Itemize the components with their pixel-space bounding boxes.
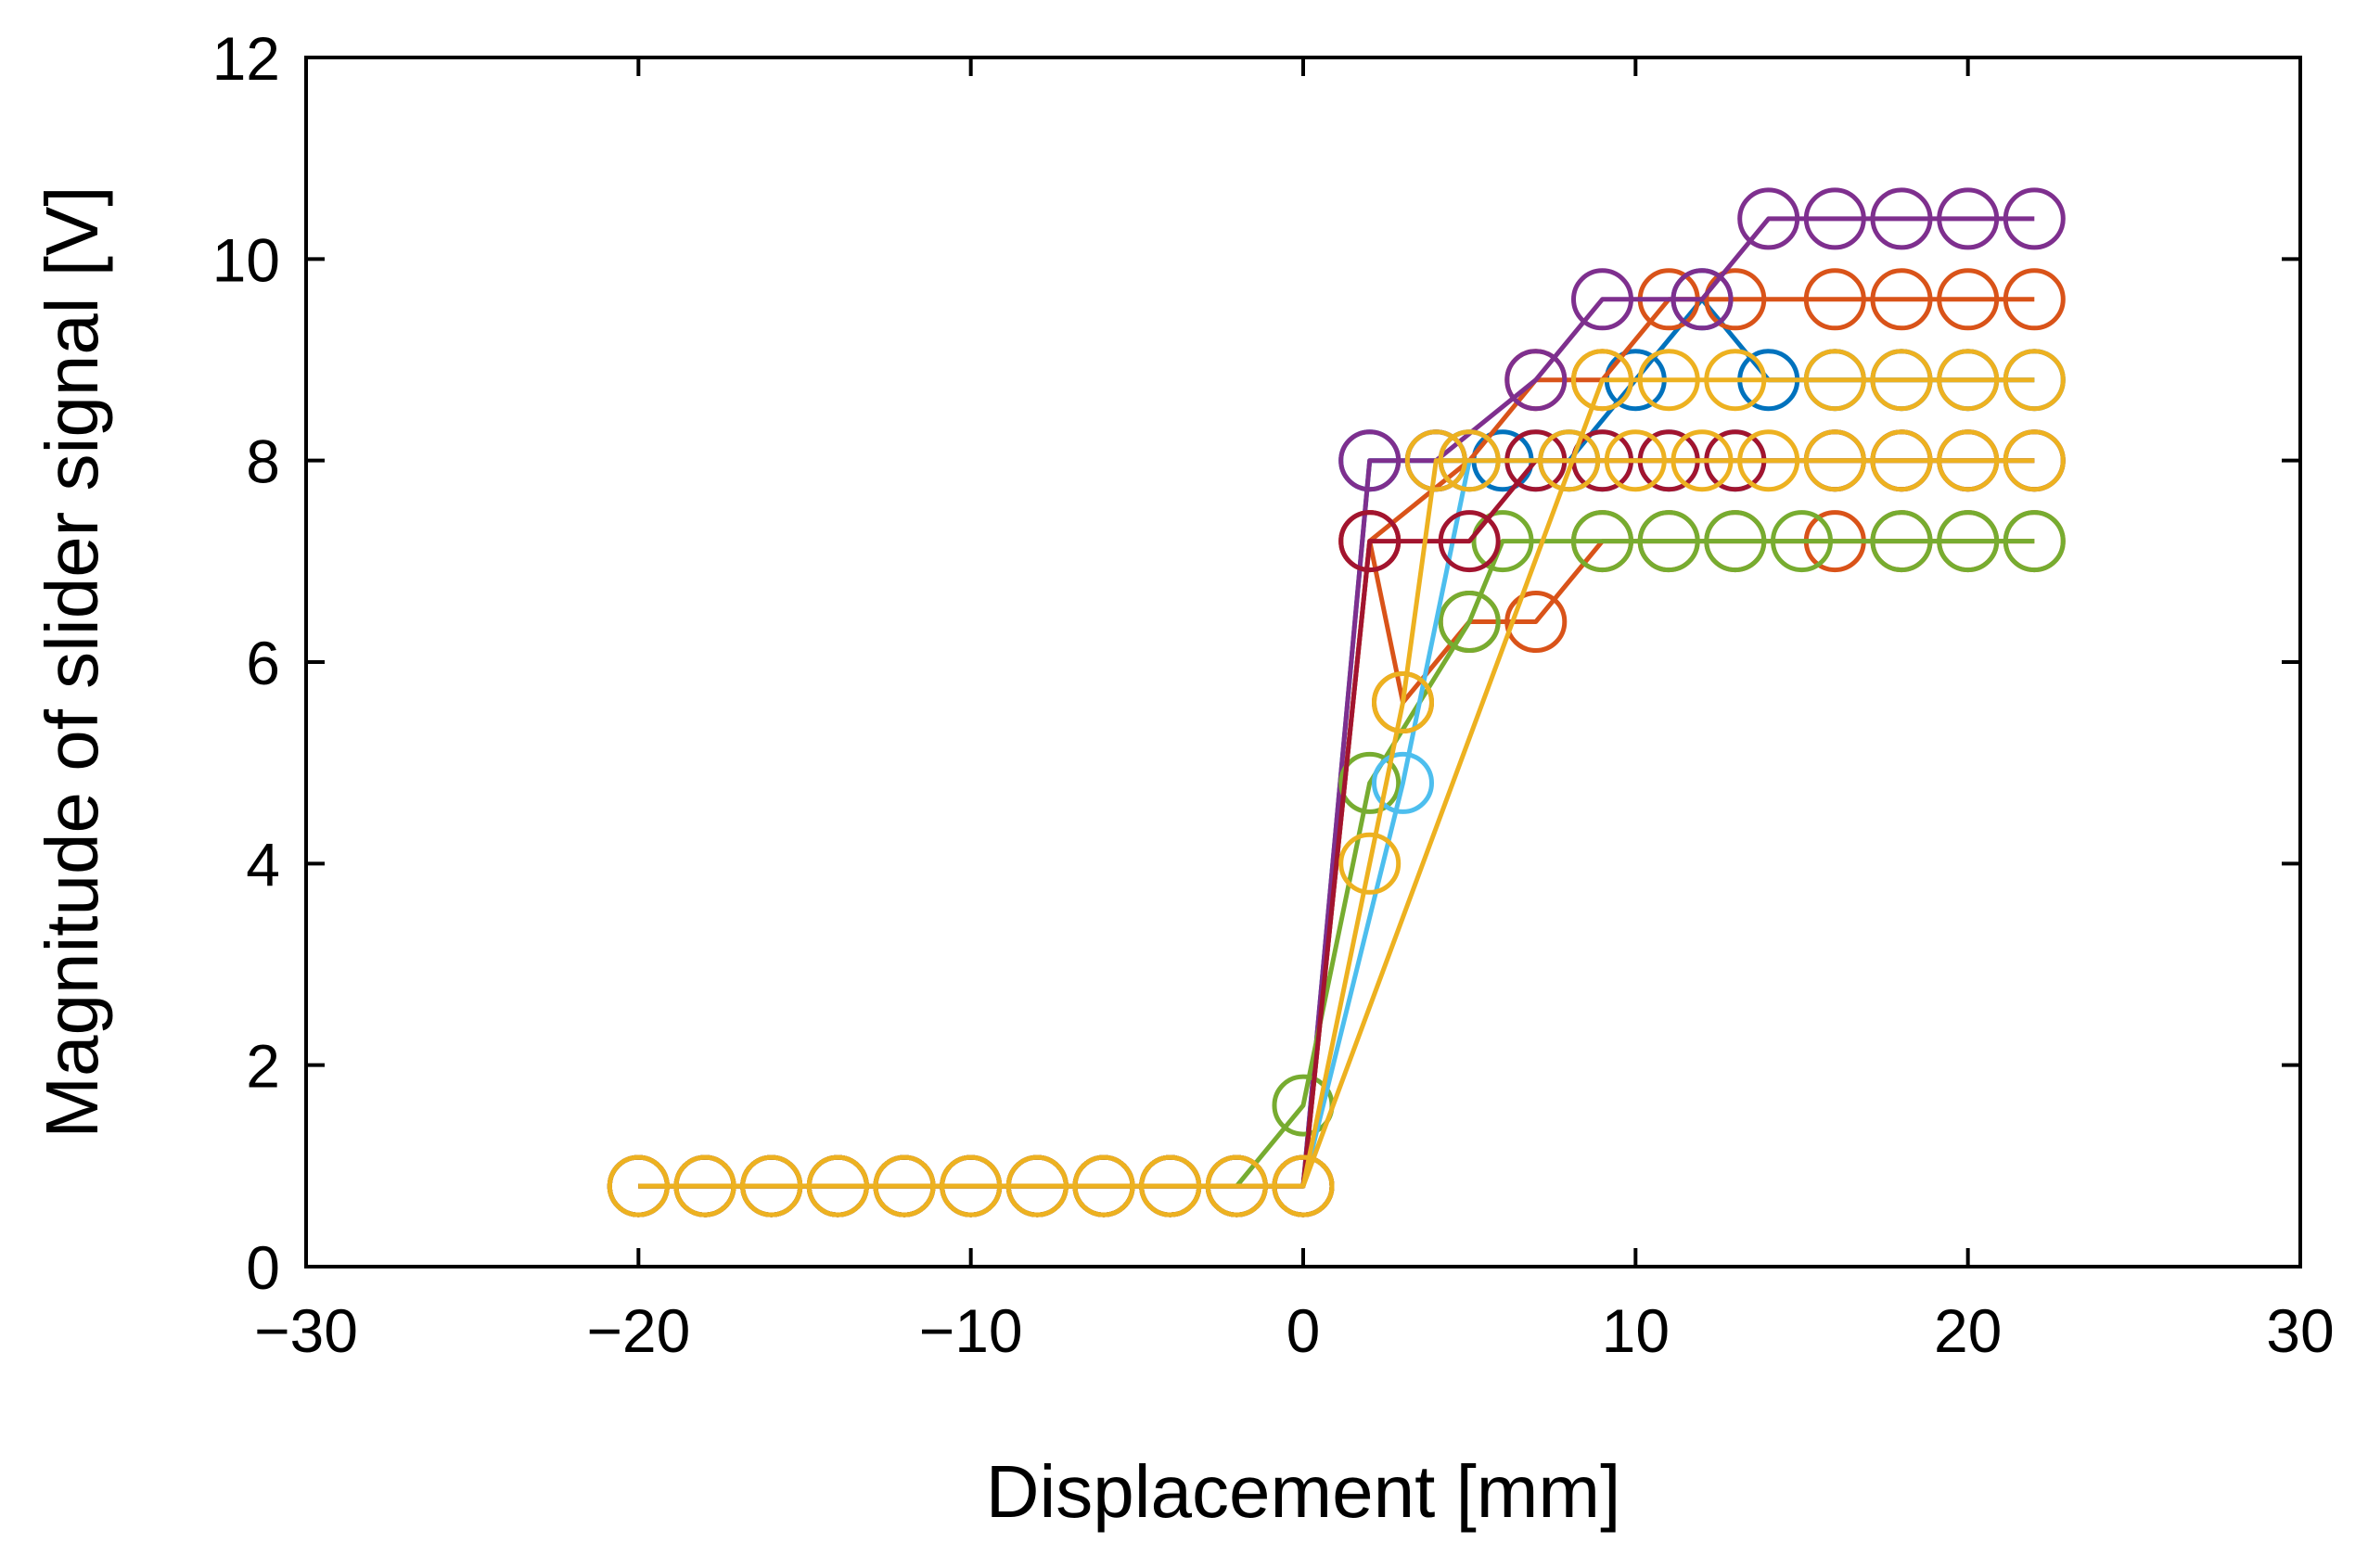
data-point [673,1154,736,1217]
y-tick-label: 0 [246,1233,280,1302]
x-tick-label: −30 [254,1296,358,1365]
data-point [2003,429,2066,492]
data-point [1937,349,2000,412]
data-point [2003,268,2066,331]
data-point [1504,349,1568,412]
data-point [1771,510,1833,573]
data-point [1870,429,1933,492]
data-point [940,1154,1003,1217]
x-tick-label: −20 [586,1296,690,1365]
data-point [1870,510,1933,573]
ticks-layer: −30 −20 −10 0 10 20 30 0 2 4 6 8 10 12 [212,24,2335,1365]
data-point [1704,510,1767,573]
data-point [607,1154,670,1217]
data-point [1205,1154,1268,1217]
data-point [1737,429,1800,492]
y-tick-label: 10 [212,225,280,294]
y-tick-label: 2 [246,1032,280,1101]
series-3 [607,268,2066,1217]
data-point [1139,1154,1202,1217]
data-point [1870,187,1933,250]
y-axis-label: Magnitude of slider signal [V] [31,185,113,1138]
data-point [1670,268,1734,331]
plot-frame [304,56,2302,1268]
y-tick-label: 4 [246,830,280,899]
data-point [1704,268,1767,331]
series-line [638,216,2035,1189]
data-point [1803,349,1866,412]
data-point [1338,510,1402,573]
x-tick-label: 30 [2266,1296,2334,1365]
data-point [1438,591,1501,653]
x-tick-label: 0 [1286,1296,1321,1365]
x-tick-label: 20 [1934,1296,2002,1365]
data-point [1372,751,1434,814]
data-point [1937,268,2000,331]
data-point [873,1154,936,1217]
data-point [1803,187,1866,250]
series-line [638,377,2035,1189]
x-tick-label: −10 [919,1296,1023,1365]
data-point [2003,187,2066,250]
data-point [1504,591,1568,653]
data-point [1604,429,1667,492]
series-1 [607,268,2066,1217]
data-point [1438,429,1501,492]
data-point [1338,429,1402,492]
data-point [1870,268,1933,331]
data-point [1005,1154,1069,1217]
data-point [1404,429,1467,492]
data-point [1937,510,2000,573]
data-point [1737,187,1800,250]
data-point [1670,429,1734,492]
data-point [1571,510,1633,573]
x-tick-label: 10 [1602,1296,1670,1365]
y-tick-label: 12 [212,24,280,93]
data-point [1072,1154,1135,1217]
data-point [1338,751,1402,814]
data-point [1438,510,1501,573]
data-point [740,1154,803,1217]
data-point [1704,349,1767,412]
data-point [1937,429,2000,492]
series-9 [607,349,2066,1217]
series-layer [607,187,2066,1217]
data-point [1803,429,1866,492]
data-point [2003,349,2066,412]
y-tick-label: 6 [246,629,280,697]
data-point [806,1154,869,1217]
data-point [1637,510,1700,573]
data-point [1272,1154,1335,1217]
data-point [1338,832,1402,895]
data-point [1372,671,1434,733]
data-point [1571,268,1633,331]
data-point [1870,349,1933,412]
data-point [1471,510,1534,573]
data-point [1538,429,1601,492]
data-point [1571,349,1633,412]
x-axis-label: Displacement [mm] [986,1450,1621,1533]
y-tick-label: 8 [246,427,280,496]
data-point [1637,349,1700,412]
data-point [2003,510,2066,573]
data-point [1937,187,2000,250]
data-point [1803,268,1866,331]
